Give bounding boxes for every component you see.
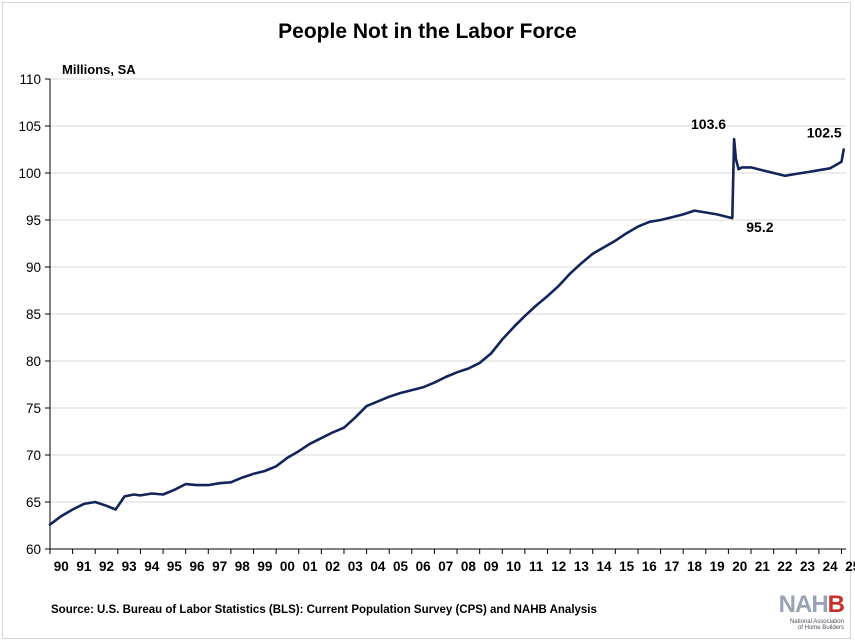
data-label: 103.6 [691,116,726,132]
y-tick-label: 95 [26,213,41,228]
x-tick-label: 25 [845,559,855,574]
y-axis-unit-label: Millions, SA [62,62,136,77]
x-tick-label: 01 [303,559,319,574]
x-tick-label: 11 [529,559,544,574]
x-tick-label: 90 [54,559,69,574]
x-tick-label: 22 [777,559,792,574]
x-tick-label: 93 [122,559,138,574]
y-tick-label: 65 [26,495,41,510]
y-tick-label: 100 [18,166,41,181]
chart-title: People Not in the Labor Force [278,20,577,43]
x-tick-label: 96 [189,559,205,574]
x-tick-label: 04 [370,559,386,574]
x-tick-label: 94 [144,559,160,574]
logo-subtitle: National Association of Home Builders [789,619,844,631]
x-tick-label: 15 [619,559,635,574]
x-tick-label: 99 [257,559,272,574]
x-tick-label: 13 [574,559,590,574]
x-tick-label: 03 [348,559,364,574]
x-tick-label: 02 [325,559,340,574]
gridlines [50,78,846,503]
x-tick-label: 08 [461,559,477,574]
x-tick-label: 09 [483,559,498,574]
x-tick-label: 95 [167,559,183,574]
logo-wordmark: NAHB [778,591,845,618]
x-tick-label: 12 [551,559,566,574]
y-tick-label: 60 [26,542,41,557]
x-tick-label: 92 [99,559,114,574]
x-tick-label: 19 [710,559,725,574]
x-tick-label: 24 [823,559,839,574]
y-tick-label: 85 [26,307,41,322]
x-tick-label: 21 [755,559,771,574]
nahb-logo: NAHB National Association of Home Builde… [768,591,848,635]
annotations: 103.6 95.2 102.5 [691,116,842,235]
y-tick-label: 110 [19,72,41,87]
source-note: Source: U.S. Bureau of Labor Statistics … [51,604,597,616]
y-tick-label: 105 [18,119,41,134]
x-tick-labels: 90 91 92 93 94 95 96 97 98 99 00 01 02 03 04 05 06 07 08 09… [54,559,855,574]
y-tick-label: 75 [26,401,41,416]
x-tick-label: 05 [393,559,409,574]
x-tick-label: 98 [235,559,251,574]
data-label: 95.2 [746,219,773,235]
x-tick-label: 14 [597,559,613,574]
axes [45,78,846,554]
x-tick-label: 97 [212,559,227,574]
x-tick-label: 16 [642,559,658,574]
x-tick-label: 18 [687,559,703,574]
x-tick-label: 91 [76,559,92,574]
x-tick-label: 07 [438,559,453,574]
x-tick-label: 06 [416,559,432,574]
x-tick-label: 00 [280,559,295,574]
x-tick-label: 17 [664,559,679,574]
data-label: 102.5 [807,125,842,141]
series-line [48,137,846,526]
x-tick-label: 10 [506,559,521,574]
y-tick-label: 80 [26,354,41,369]
series-group [48,137,846,526]
y-tick-labels: 60 65 70 75 80 85 90 95 100 105 110 [18,72,41,557]
x-tick-label: 23 [800,559,816,574]
x-tick-label: 20 [732,559,747,574]
y-tick-label: 70 [26,448,41,463]
y-tick-label: 90 [26,260,41,275]
